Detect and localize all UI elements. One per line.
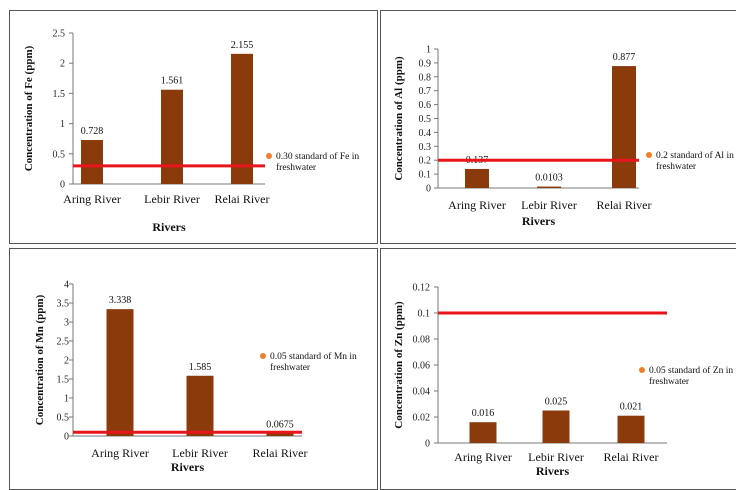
zn-category-label: Aring River [454, 450, 512, 464]
zn-category-label: Relai River [604, 450, 659, 464]
mn-data-label: 1.585 [189, 362, 212, 373]
al-chart: 00.10.20.30.40.50.60.70.80.910.137Aring … [393, 45, 734, 229]
fe-legend-marker-icon [266, 153, 272, 159]
al-y-tick-label: 0 [426, 184, 431, 195]
al-y-axis-title: Concentration of Al (ppm) [393, 56, 405, 181]
zn-data-label: 0.016 [472, 408, 495, 419]
al-legend-text: freshwater [656, 161, 697, 172]
zn-chart: 0 0.02 0.04 0.06 0.08 0.1 0.12 0.016 Aring River… [393, 283, 733, 479]
al-y-tick-label: 0.8 [419, 72, 432, 83]
mn-legend-marker-icon [260, 353, 266, 359]
fe-legend-text: freshwater [276, 162, 317, 173]
zn-bar [469, 422, 497, 443]
al-category-label: Aring River [448, 198, 506, 212]
fe-bar [81, 140, 103, 184]
mn-x-axis-title: Rivers [171, 460, 205, 474]
mn-y-tick-label: 1.5 [57, 375, 70, 386]
zn-legend-text: 0.05 standard of Zn in [649, 365, 733, 376]
mn-category-label: Aring River [91, 446, 149, 460]
fe-chart: 0 0.5 1 1.5 2 2.5 0.728 Aring River 1.561 Lebir R… [23, 29, 359, 235]
al-category-label: Lebir River [521, 198, 577, 212]
al-y-tick-label: 0.1 [419, 170, 432, 181]
mn-y-tick-label: 4 [64, 280, 69, 291]
fe-y-tick-label: 1 [60, 119, 65, 130]
fe-chart-panel: 0 0.5 1 1.5 2 2.5 0.728 Aring River 1.561 Lebir R… [9, 10, 378, 244]
mn-chart: 0 0.5 1 1.5 2 2.5 3 3.5 4 3.338 Aring River 1.585 Le… [34, 280, 357, 475]
zn-chart-panel: 0 0.02 0.04 0.06 0.08 0.1 0.12 0.016 Aring River… [380, 248, 736, 490]
zn-bar [617, 415, 645, 443]
zn-bar [542, 410, 570, 443]
mn-y-axis-title: Concentration of Mn (ppm) [34, 294, 46, 425]
zn-data-label: 0.021 [620, 402, 643, 413]
fe-data-label: 1.561 [161, 76, 184, 87]
mn-y-tick-label: 0 [64, 432, 69, 443]
fe-data-label: 0.728 [81, 126, 104, 137]
mn-category-label: Lebir River [172, 446, 228, 460]
fe-y-tick-label: 0 [60, 180, 65, 191]
al-y-tick-label: 0.2 [419, 156, 432, 167]
al-chart-panel: 00.10.20.30.40.50.60.70.80.910.137Aring … [380, 10, 736, 244]
zn-x-axis-title: Rivers [536, 464, 570, 478]
fe-y-axis-title: Concentration of Fe (ppm) [23, 45, 35, 171]
fe-y-tick-label: 2.5 [53, 29, 66, 40]
mn-category-label: Relai River [253, 446, 308, 460]
al-y-tick-label: 0.6 [419, 100, 432, 111]
zn-y-tick-label: 0.06 [413, 361, 431, 372]
al-data-label: 0.877 [613, 52, 636, 63]
al-data-label: 0.0103 [535, 173, 563, 184]
fe-x-axis-title: Rivers [152, 220, 186, 234]
mn-y-tick-label: 0.5 [57, 413, 70, 424]
mn-chart-panel: 0 0.5 1 1.5 2 2.5 3 3.5 4 3.338 Aring River 1.585 Le… [9, 248, 378, 490]
fe-category-label: Lebir River [144, 192, 200, 206]
mn-legend-text: freshwater [270, 362, 311, 373]
zn-y-tick-label: 0.1 [418, 309, 431, 320]
fe-y-tick-label: 0.5 [53, 149, 66, 160]
fe-y-tick-label: 2 [60, 59, 65, 70]
mn-y-tick-label: 2 [64, 356, 69, 367]
mn-y-tick-label: 3.5 [57, 299, 70, 310]
al-y-tick-label: 0.4 [419, 128, 432, 139]
mn-bar [106, 309, 134, 436]
zn-y-tick-label: 0.08 [413, 335, 431, 346]
al-x-axis-title: Rivers [522, 214, 556, 228]
mn-bar [266, 433, 294, 436]
fe-category-label: Relai River [215, 192, 270, 206]
al-category-label: Relai River [597, 198, 652, 212]
mn-y-tick-label: 3 [64, 318, 69, 329]
fe-legend-text: 0.30 standard of Fe in [276, 151, 359, 162]
zn-data-label: 0.025 [545, 397, 568, 408]
al-bar [612, 66, 636, 188]
al-bar [537, 186, 561, 188]
fe-data-label: 2.155 [231, 40, 254, 51]
mn-legend-text: 0.05 standard of Mn in [270, 351, 357, 362]
zn-y-axis-title: Concentration of Zn (ppm) [393, 301, 405, 429]
zn-category-label: Lebir River [528, 450, 584, 464]
zn-legend-text: freshwater [649, 376, 690, 387]
fe-bar [231, 53, 253, 185]
fe-y-tick-label: 1.5 [53, 89, 66, 100]
al-bar [465, 168, 489, 188]
fe-category-label: Aring River [63, 192, 121, 206]
al-y-tick-label: 0.9 [419, 58, 432, 69]
zn-y-tick-label: 0.02 [413, 413, 431, 424]
zn-y-tick-label: 0.04 [413, 387, 431, 398]
mn-y-tick-label: 2.5 [57, 337, 70, 348]
al-y-tick-label: 0.5 [419, 114, 432, 125]
al-legend-marker-icon [646, 152, 652, 158]
zn-y-tick-label: 0 [425, 439, 430, 450]
mn-bar [186, 375, 214, 436]
mn-y-tick-label: 1 [64, 394, 69, 405]
mn-data-label: 3.338 [109, 295, 132, 306]
zn-legend-marker-icon [639, 367, 645, 373]
fe-bar [161, 89, 183, 184]
al-y-tick-label: 0.7 [419, 86, 432, 97]
al-legend-text: 0.2 standard of Al in [656, 150, 734, 161]
zn-y-tick-label: 0.12 [413, 283, 431, 294]
mn-data-label: 0.0675 [266, 419, 294, 430]
al-y-tick-label: 1 [426, 45, 431, 56]
al-y-tick-label: 0.3 [419, 142, 432, 153]
